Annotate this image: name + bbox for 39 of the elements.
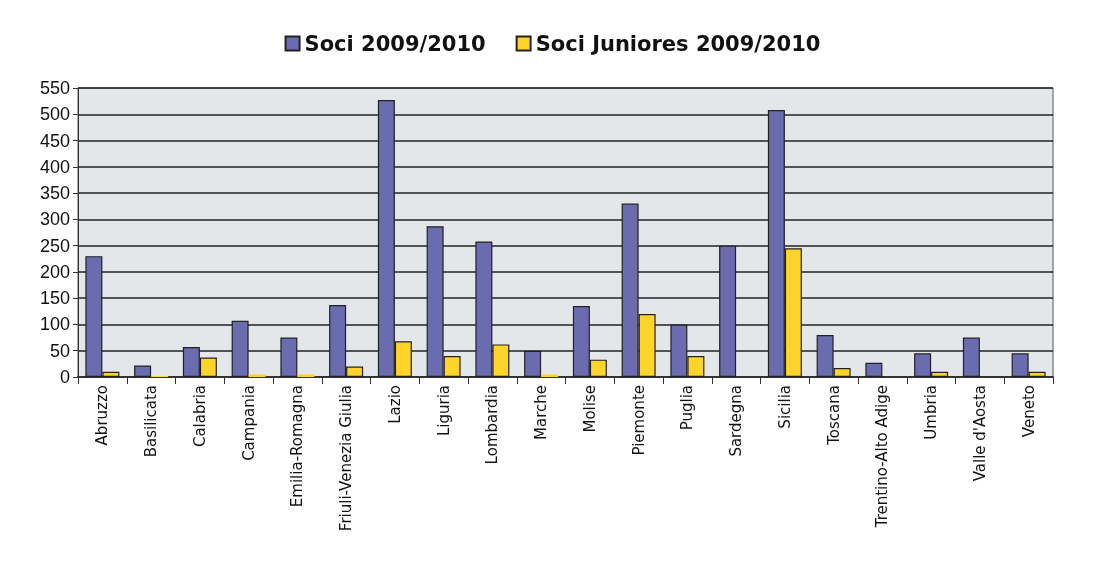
x-tick-label: Liguria xyxy=(434,385,453,437)
bar xyxy=(297,374,315,377)
x-tick-label: Piemonte xyxy=(629,385,648,456)
y-tick-label: 200 xyxy=(39,261,70,282)
y-tick-label: 300 xyxy=(39,209,70,230)
bar xyxy=(248,374,266,377)
y-tick-label: 400 xyxy=(39,156,70,177)
y-tick-label: 100 xyxy=(39,314,70,335)
x-tick-label: Sicilia xyxy=(775,385,794,429)
y-tick-label: 550 xyxy=(39,78,70,98)
x-tick-label: Veneto xyxy=(1019,385,1038,438)
x-tick-label: Calabria xyxy=(190,385,209,448)
x-tick-label: Campania xyxy=(239,385,258,461)
bar xyxy=(134,365,152,377)
y-tick-label: 450 xyxy=(39,130,70,151)
x-tick-label: Molise xyxy=(580,385,599,433)
y-tick-label: 150 xyxy=(39,288,70,309)
x-tick-label: Emilia-Romagna xyxy=(288,385,307,508)
legend-label: Soci Juniores 2009/2010 xyxy=(535,31,821,56)
y-tick-label: 350 xyxy=(39,183,70,204)
x-tick-label: Lombardia xyxy=(483,385,502,465)
y-tick-label: 500 xyxy=(39,104,70,125)
x-tick-label: Abruzzo xyxy=(93,385,112,446)
y-tick-label: 250 xyxy=(39,235,70,256)
bar xyxy=(541,374,559,377)
x-tick-label: Trentino-Alto Adige xyxy=(873,385,892,529)
x-tick-label: Friuli-Venezia Giulia xyxy=(337,385,356,532)
x-tick-label: Umbria xyxy=(922,385,941,440)
x-tick-label: Basilicata xyxy=(142,385,161,458)
y-tick-label: 50 xyxy=(49,340,70,361)
legend-label: Soci 2009/2010 xyxy=(304,31,486,56)
x-tick-label: Valle d'Aosta xyxy=(970,385,989,482)
x-tick-label: Toscana xyxy=(824,385,843,446)
x-tick-label: Lazio xyxy=(385,385,404,424)
x-tick-label: Sardegna xyxy=(727,385,746,457)
bar xyxy=(865,362,883,377)
y-tick-label: 0 xyxy=(59,367,70,387)
x-tick-label: Puglia xyxy=(678,385,697,431)
x-tick-label: Marche xyxy=(532,385,551,440)
